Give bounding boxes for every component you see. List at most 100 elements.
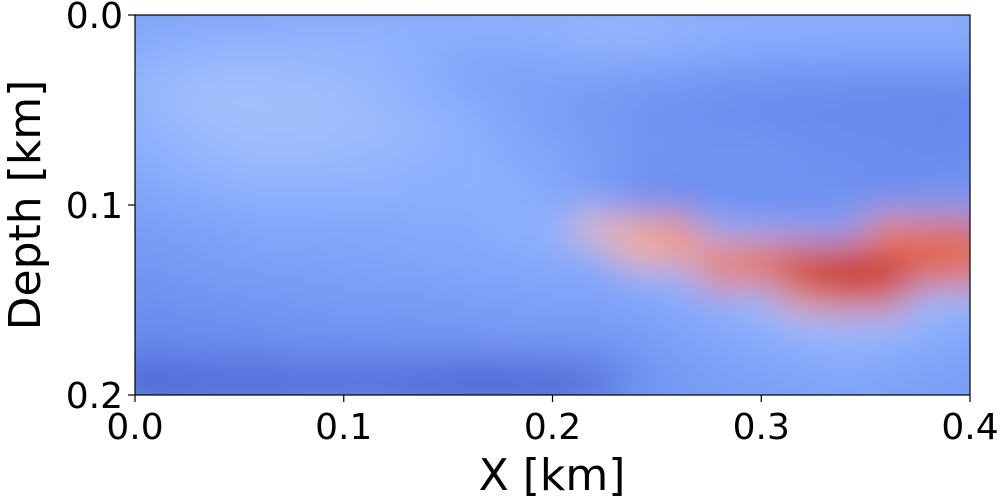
- heatmap-cell: [657, 122, 700, 147]
- heatmap-cell: [239, 146, 282, 171]
- heatmap-cell: [448, 98, 491, 123]
- heatmap-cell: [198, 122, 241, 147]
- y-tick-label: 0.0: [66, 0, 123, 37]
- heatmap-cell: [740, 51, 783, 76]
- heatmap-cell: [490, 51, 533, 76]
- x-tick-label: 0.1: [315, 407, 372, 448]
- heatmap-cell: [782, 51, 825, 76]
- heatmap-cell: [532, 193, 575, 218]
- heatmap-cell: [866, 27, 909, 52]
- heatmap-cell: [824, 217, 867, 242]
- heatmap-cell: [573, 146, 616, 171]
- heatmap-cell: [740, 336, 783, 361]
- heatmap-cell: [365, 241, 408, 266]
- heatmap-cell: [657, 98, 700, 123]
- heatmap-cell: [198, 169, 241, 194]
- heatmap-cell: [406, 146, 449, 171]
- heatmap-cell: [573, 122, 616, 147]
- heatmap-cell: [323, 241, 366, 266]
- heatmap-cell: [532, 169, 575, 194]
- heatmap-cell: [615, 312, 658, 337]
- heatmap-cell: [699, 217, 742, 242]
- heatmap-cell: [782, 264, 825, 289]
- heatmap-cell: [699, 27, 742, 52]
- heatmap-cell: [448, 27, 491, 52]
- heatmap-cell: [406, 98, 449, 123]
- heatmap-cell: [573, 312, 616, 337]
- heatmap-cell: [239, 288, 282, 313]
- heatmap-cell: [657, 193, 700, 218]
- plot-area: [114, 3, 992, 408]
- heatmap-cell: [740, 264, 783, 289]
- heatmap-cell: [907, 241, 950, 266]
- heatmap-cell: [365, 146, 408, 171]
- heatmap-cell: [448, 146, 491, 171]
- heatmap-cell: [490, 336, 533, 361]
- heatmap-cell: [615, 336, 658, 361]
- heatmap-cell: [615, 359, 658, 384]
- heatmap-cell: [532, 288, 575, 313]
- heatmap-cell: [281, 51, 324, 76]
- heatmap-cell: [365, 264, 408, 289]
- heatmap-cell: [699, 146, 742, 171]
- heatmap-cell: [156, 146, 199, 171]
- heatmap-cell: [323, 51, 366, 76]
- heatmap-cell: [198, 359, 241, 384]
- heatmap-cell: [866, 51, 909, 76]
- heatmap-cell: [866, 74, 909, 99]
- x-axis: 0.0 0.1 0.2 0.3 0.4 X [km]: [106, 395, 998, 500]
- heatmap-cell: [573, 288, 616, 313]
- heatmap-cell: [323, 98, 366, 123]
- heatmap-cell: [239, 122, 282, 147]
- heatmap-cell: [198, 98, 241, 123]
- heatmap-cell: [615, 169, 658, 194]
- heatmap-cell: [198, 288, 241, 313]
- heatmap-cell: [907, 122, 950, 147]
- heatmap-cells: [114, 3, 992, 408]
- heatmap-cell: [657, 51, 700, 76]
- heatmap-cell: [573, 51, 616, 76]
- heatmap-cell: [532, 122, 575, 147]
- heatmap-cell: [907, 146, 950, 171]
- heatmap-cell: [824, 122, 867, 147]
- heatmap-cell: [281, 169, 324, 194]
- heatmap-cell: [406, 169, 449, 194]
- heatmap-cell: [573, 264, 616, 289]
- heatmap-cell: [782, 146, 825, 171]
- heatmap-cell: [406, 193, 449, 218]
- heatmap-cell: [657, 169, 700, 194]
- heatmap-cell: [156, 193, 199, 218]
- x-tick-label: 0.2: [524, 407, 581, 448]
- heatmap-cell: [239, 217, 282, 242]
- heatmap-cell: [699, 312, 742, 337]
- heatmap-cell: [281, 241, 324, 266]
- heatmap-cell: [573, 98, 616, 123]
- heatmap-cell: [866, 193, 909, 218]
- heatmap-cell: [824, 241, 867, 266]
- heatmap-cell: [323, 264, 366, 289]
- heatmap-cell: [406, 241, 449, 266]
- heatmap-cell: [699, 98, 742, 123]
- heatmap-cell: [866, 264, 909, 289]
- heatmap-cell: [907, 74, 950, 99]
- heatmap-cell: [573, 217, 616, 242]
- heatmap-cell: [239, 51, 282, 76]
- heatmap-cell: [573, 169, 616, 194]
- heatmap-cell: [156, 169, 199, 194]
- heatmap-cell: [490, 217, 533, 242]
- heatmap-cell: [740, 27, 783, 52]
- heatmap-cell: [406, 359, 449, 384]
- heatmap-cell: [281, 193, 324, 218]
- heatmap-cell: [281, 336, 324, 361]
- heatmap-cell: [824, 74, 867, 99]
- heatmap-cell: [740, 359, 783, 384]
- heatmap-cell: [156, 359, 199, 384]
- heatmap-cell: [239, 241, 282, 266]
- heatmap-cell: [448, 288, 491, 313]
- y-tick-label: 0.2: [66, 376, 123, 417]
- heatmap-cell: [782, 336, 825, 361]
- heatmap-cell: [866, 241, 909, 266]
- heatmap-cell: [907, 98, 950, 123]
- heatmap-cell: [866, 288, 909, 313]
